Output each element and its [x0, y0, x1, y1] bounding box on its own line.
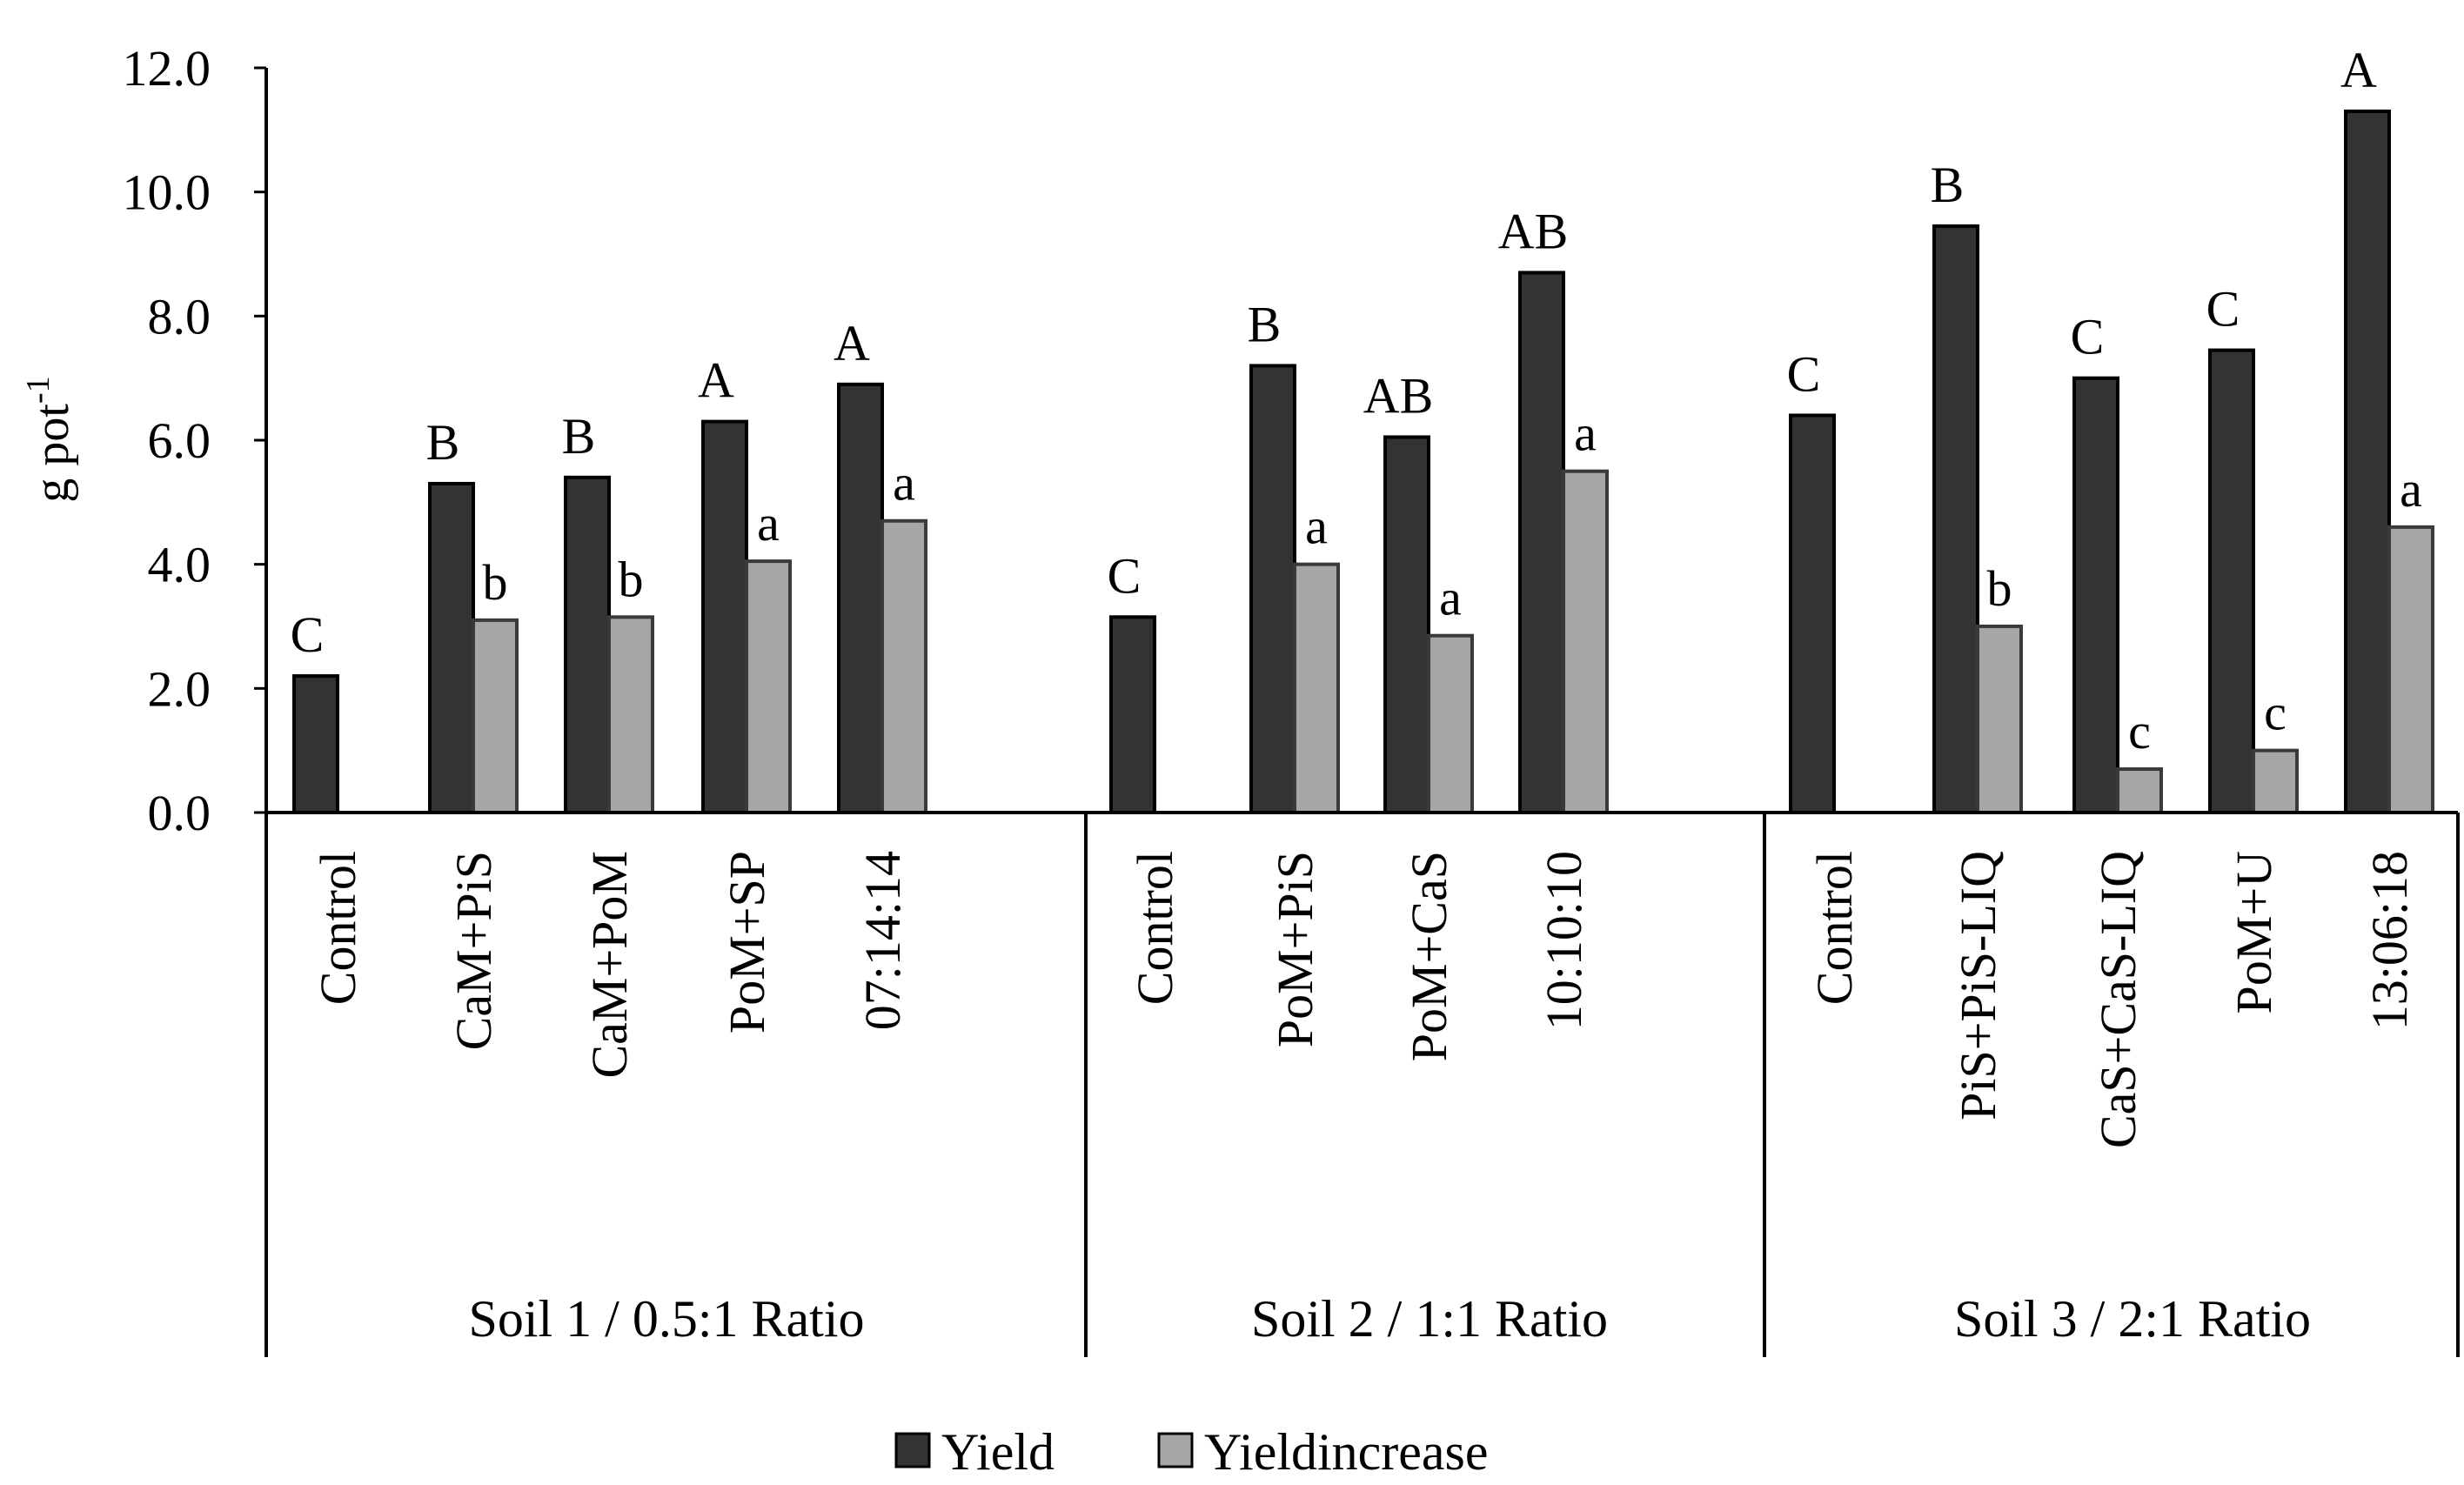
category-label: CaM+PiS	[445, 851, 502, 1050]
yield-significance-letter: C	[291, 606, 325, 663]
yieldincrease-significance-letter: c	[2264, 685, 2287, 741]
legend-swatch-yieldincrease	[1157, 1432, 1194, 1468]
yieldincrease-significance-letter: a	[1439, 570, 1462, 626]
bar-yield	[2344, 109, 2391, 814]
category-label: CaS+CaS-LIQ	[2090, 851, 2146, 1148]
bar-yield	[701, 419, 748, 814]
bar-yield	[564, 475, 611, 814]
yield-significance-letter: C	[2071, 309, 2105, 365]
category-label: PoM+SP	[719, 851, 775, 1033]
bar-yieldincrease	[607, 615, 654, 814]
yieldincrease-significance-letter: b	[1987, 560, 2012, 617]
yield-significance-letter: B	[426, 414, 460, 471]
yield-significance-letter: C	[2206, 281, 2240, 338]
y-axis-label-superscript: -1	[20, 376, 57, 404]
bar-yield	[837, 382, 884, 814]
yield-significance-letter: B	[562, 408, 596, 465]
yieldincrease-significance-letter: a	[757, 495, 780, 552]
group-label: Soil 2 / 1:1 Ratio	[1251, 1290, 1608, 1348]
bar-yieldincrease	[1427, 633, 1474, 815]
category-label: CaM+PoM	[581, 851, 638, 1079]
y-tick-label: 2.0	[148, 660, 211, 717]
labels-layer: C Control Bb CaM+PiS Bb CaM+PoM Aa PoM+SP Aa 07:1…	[291, 42, 2422, 1348]
yield-significance-letter: B	[1248, 296, 1282, 352]
category-label: Control	[310, 851, 366, 1005]
bar-yield	[2072, 376, 2119, 814]
bar-yield	[1518, 271, 1565, 814]
legend: Yield Yieldincrease	[894, 1423, 1489, 1481]
legend-label-yield: Yield	[941, 1423, 1055, 1481]
legend-label-yieldincrease: Yieldincrease	[1204, 1423, 1489, 1481]
yield-significance-letter: A	[698, 352, 734, 409]
bar-yieldincrease	[2252, 748, 2299, 815]
bar-yield	[1383, 435, 1430, 814]
bar-yield	[1109, 615, 1156, 814]
yieldincrease-significance-letter: b	[619, 551, 644, 607]
y-tick-label: 6.0	[148, 412, 211, 469]
bar-yield	[292, 674, 339, 814]
bar-yieldincrease	[2116, 767, 2163, 814]
yield-significance-letter: B	[1931, 157, 1965, 213]
bar-yieldincrease	[2387, 525, 2434, 814]
bar-yieldincrease	[745, 559, 792, 814]
category-label: 13:06:18	[2361, 851, 2418, 1030]
yieldincrease-significance-letter: a	[893, 455, 915, 512]
axis-layer: 0.0 2.0 4.0 6.0 8.0 10.0 12.0 g pot-1	[20, 40, 2460, 1357]
yieldincrease-significance-letter: a	[1574, 405, 1597, 462]
bar-yieldincrease	[1562, 469, 1609, 815]
category-label: Control	[1127, 851, 1183, 1005]
bar-yield	[2208, 348, 2255, 815]
yieldincrease-significance-letter: a	[2400, 461, 2422, 518]
y-tick-label: 12.0	[123, 40, 211, 97]
bar-yieldincrease	[1976, 625, 2023, 814]
yield-significance-letter: AB	[1498, 203, 1569, 259]
bar-yield	[428, 481, 475, 815]
bar-yieldincrease	[472, 618, 519, 814]
y-tick-label: 8.0	[148, 288, 211, 344]
bar-yieldincrease	[880, 518, 927, 814]
bar-yieldincrease	[1293, 562, 1340, 815]
yieldincrease-significance-letter: b	[483, 554, 508, 611]
yield-significance-letter: AB	[1363, 367, 1434, 424]
y-tick-label: 4.0	[148, 537, 211, 593]
category-label: PoM+PiS	[1267, 851, 1323, 1047]
yield-significance-letter: A	[2340, 42, 2377, 98]
bar-yield	[1789, 413, 1836, 814]
yield-significance-letter: C	[1787, 345, 1821, 402]
bar-yield	[1932, 224, 1979, 814]
group-label: Soil 1 / 0.5:1 Ratio	[468, 1290, 864, 1348]
bar-yield	[1249, 364, 1296, 814]
category-label: PoM+CaS	[1401, 851, 1457, 1061]
category-label: Control	[1806, 851, 1863, 1005]
yield-significance-letter: A	[834, 315, 870, 371]
yieldincrease-significance-letter: a	[1305, 498, 1328, 555]
y-axis-label-text: g pot	[25, 404, 79, 503]
legend-swatch-yield	[894, 1432, 931, 1468]
group-label: Soil 3 / 2:1 Ratio	[1954, 1290, 2311, 1348]
y-tick-label: 10.0	[123, 164, 211, 221]
category-label: 10:10:10	[1536, 851, 1592, 1030]
bars-layer	[292, 109, 2434, 815]
yield-significance-letter: C	[1108, 547, 1142, 604]
category-label: PoM+U	[2226, 851, 2282, 1013]
y-tick-label: 0.0	[148, 785, 211, 841]
category-label: PiS+PiS-LIQ	[1950, 851, 2006, 1120]
category-label: 07:14:14	[854, 851, 911, 1030]
y-axis-label: g pot-1	[20, 376, 79, 502]
yieldincrease-significance-letter: c	[2128, 703, 2151, 759]
